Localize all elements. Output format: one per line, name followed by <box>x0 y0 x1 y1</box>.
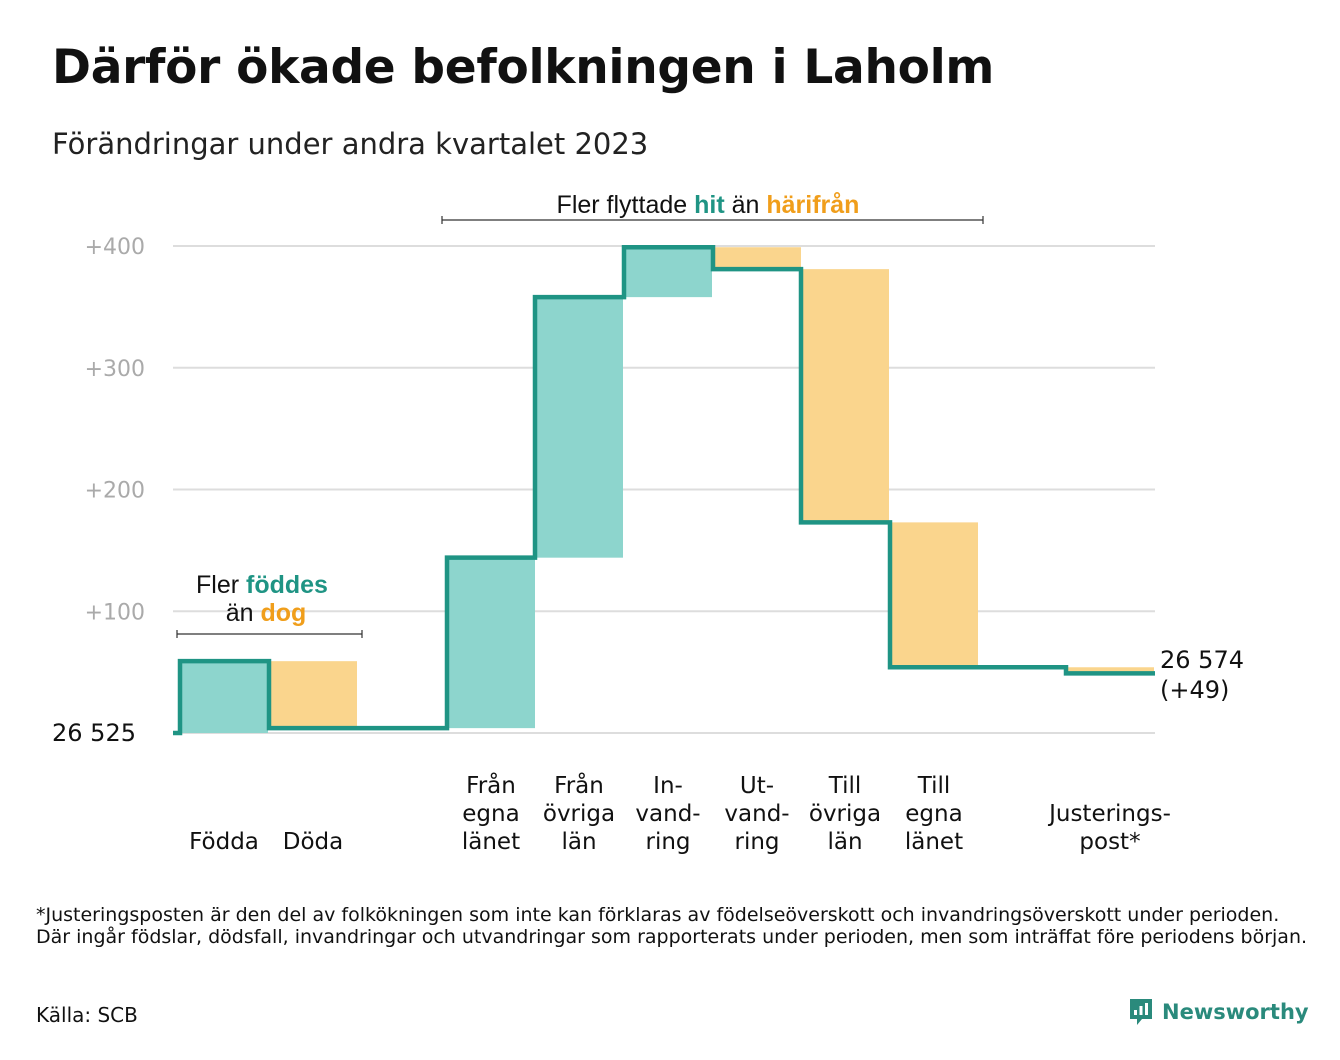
waterfall-bar <box>624 247 712 298</box>
cumulative-step-line <box>173 244 1155 736</box>
category-label: vand- <box>635 801 700 827</box>
category-label: Från <box>466 771 516 799</box>
waterfall-bar <box>890 522 978 668</box>
end-change-label: (+49) <box>1160 676 1229 704</box>
brand: Newsworthy <box>1128 997 1309 1027</box>
category-label: länet <box>462 829 520 855</box>
category-label: län <box>561 829 596 855</box>
annotation-text: än <box>226 599 261 627</box>
category-label: In- <box>653 773 683 799</box>
category-label: Från <box>554 771 604 799</box>
waterfall-bar <box>1066 667 1154 674</box>
category-label: länet <box>905 829 963 855</box>
waterfall-bar <box>180 661 268 733</box>
births-annotation-line2: än dog <box>226 599 307 627</box>
y-tick-label: +300 <box>85 357 145 382</box>
annotations: Fler flyttade hit än härifrån Fler föddes… <box>176 191 984 638</box>
waterfall-bar <box>269 661 357 729</box>
annotation-text: Fler <box>196 571 246 599</box>
annotation-highlight-foddes: föddes <box>246 571 328 599</box>
waterfall-bar <box>801 269 889 523</box>
category-label: Justerings- <box>1047 801 1171 827</box>
category-label: vand- <box>724 801 789 827</box>
waterfall-bar <box>713 247 801 270</box>
annotation-highlight-harifran: härifrån <box>766 191 859 219</box>
newsworthy-logo-icon <box>1130 999 1152 1025</box>
migration-annotation: Fler flyttade hit än härifrån <box>557 191 860 219</box>
start-value-label: 26 525 <box>52 719 136 747</box>
category-label: post* <box>1079 829 1140 855</box>
category-label: egna <box>905 801 962 827</box>
births-annotation-line1: Fler föddes <box>196 571 328 599</box>
y-tick-label: +400 <box>85 235 145 260</box>
annotation-highlight-dog: dog <box>260 599 306 627</box>
labels: +100 +200 +300 +400 26 525 26 574(+49) Födda Dö… <box>52 235 1244 855</box>
category-label: Födda <box>189 829 259 855</box>
footnote: *Justeringsposten är den del av folkökni… <box>36 904 1308 948</box>
brand-name: Newsworthy <box>1162 1000 1309 1024</box>
waterfall-chart: +100 +200 +300 +400 26 525 26 574(+49) Födda Dö… <box>52 191 1244 855</box>
category-label: Till <box>828 773 862 799</box>
y-tick-label: +100 <box>85 600 145 625</box>
category-label: Ut- <box>740 773 774 799</box>
y-tick-label: +200 <box>85 479 145 504</box>
step-line-group <box>173 244 1155 736</box>
category-label: län <box>827 829 862 855</box>
waterfall-bar <box>447 557 535 729</box>
source-label: Källa: SCB <box>36 1003 138 1027</box>
category-label: Döda <box>283 829 343 855</box>
grid-lines <box>173 245 1155 734</box>
annotation-text: än <box>725 191 767 219</box>
chart-subtitle: Förändringar under andra kvartalet 2023 <box>52 127 649 161</box>
category-label: ring <box>734 829 779 855</box>
bars <box>180 247 1154 733</box>
category-label: övriga <box>543 801 615 827</box>
category-label: Till <box>917 773 951 799</box>
annotation-text: Fler flyttade <box>557 191 695 219</box>
end-value-label: 26 574 <box>1160 646 1244 674</box>
category-label: ring <box>645 829 690 855</box>
annotation-highlight-hit: hit <box>694 191 725 219</box>
category-label: övriga <box>809 801 881 827</box>
chart-title: Därför ökade befolkningen i Laholm <box>52 40 995 95</box>
category-label: egna <box>462 801 519 827</box>
waterfall-bar <box>535 297 623 558</box>
